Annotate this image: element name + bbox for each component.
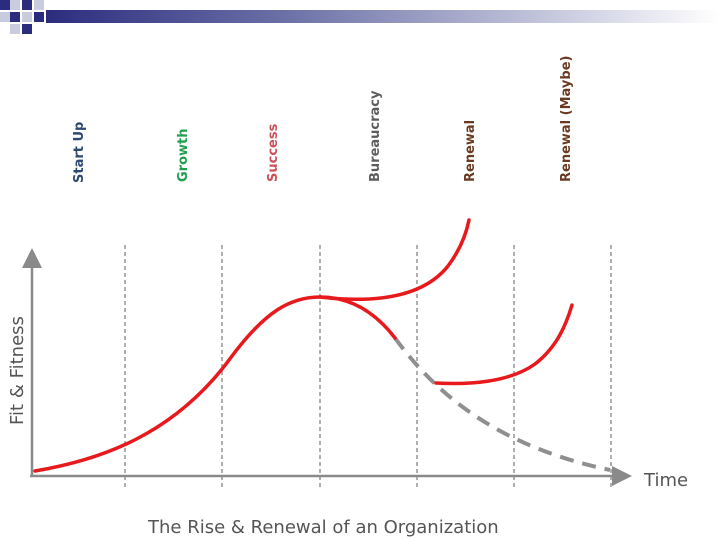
deco-square (34, 12, 44, 22)
deco-square (10, 0, 20, 10)
renewal-maybe-curve (434, 303, 574, 386)
deco-square (22, 24, 32, 34)
stage-label-success: Success (266, 123, 281, 182)
stage-label-start-up: Start Up (72, 122, 87, 183)
header-decoration (0, 0, 720, 34)
stage-label-renewal: Renewal (463, 120, 478, 182)
deco-square (22, 0, 32, 10)
stage-label-growth: Growth (176, 129, 191, 183)
deco-square (22, 12, 32, 22)
stage-dividers (124, 245, 612, 488)
stage-label-renewal-maybe: Renewal (Maybe) (559, 56, 574, 182)
renewal-curve (318, 218, 471, 301)
y-axis-label: Fit & Fitness (7, 316, 28, 425)
diagram-caption: The Rise & Renewal of an Organization (147, 517, 499, 538)
axes (22, 248, 632, 486)
deco-square (0, 12, 10, 22)
decline-curve (393, 336, 611, 472)
deco-square (10, 12, 20, 22)
deco-square (34, 0, 44, 10)
deco-square (0, 0, 10, 10)
lifecycle-curve (33, 295, 397, 473)
x-axis-label: Time (643, 470, 688, 491)
deco-square (10, 24, 20, 34)
header-gradient-strip (46, 10, 720, 23)
stage-label-bureaucracy: Bureaucracy (368, 90, 383, 182)
